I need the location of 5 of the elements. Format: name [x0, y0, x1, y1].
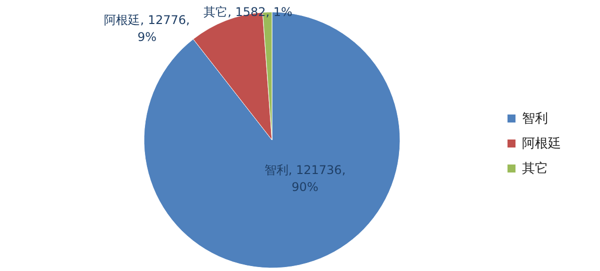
data-label: 阿根廷, 12776, 9% — [104, 13, 190, 44]
data-label: 智利, 121736, 90% — [264, 163, 346, 194]
legend-label: 智利 — [522, 112, 548, 126]
legend-label: 阿根廷 — [522, 136, 561, 152]
legend-label: 其它 — [522, 160, 548, 176]
